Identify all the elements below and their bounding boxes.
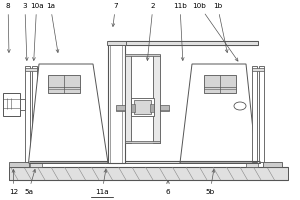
- Text: 2: 2: [146, 3, 155, 60]
- Text: 11a: 11a: [95, 170, 109, 195]
- Bar: [3, 93, 20, 116]
- Bar: [124, 55, 131, 143]
- Text: 10a: 10a: [30, 3, 44, 60]
- Bar: [108, 41, 258, 45]
- Bar: [204, 75, 236, 93]
- Text: 6: 6: [166, 181, 170, 195]
- Text: 12: 12: [9, 170, 18, 195]
- Text: 1b: 1b: [213, 3, 228, 53]
- Bar: [32, 66, 37, 162]
- Text: 11b: 11b: [173, 3, 187, 60]
- Bar: [106, 41, 126, 45]
- Polygon shape: [28, 64, 108, 163]
- Bar: [48, 75, 80, 93]
- Text: 3: 3: [22, 3, 28, 60]
- Polygon shape: [180, 64, 256, 163]
- Bar: [150, 104, 154, 112]
- Bar: [30, 163, 42, 167]
- Bar: [124, 141, 160, 143]
- Bar: [252, 68, 264, 71]
- Bar: [28, 161, 260, 163]
- Bar: [20, 99, 25, 110]
- Text: 5a: 5a: [24, 169, 36, 195]
- Text: 5b: 5b: [206, 170, 215, 195]
- Text: 8: 8: [6, 3, 10, 52]
- Bar: [124, 54, 160, 56]
- Bar: [134, 100, 151, 114]
- Bar: [116, 105, 125, 111]
- Bar: [131, 98, 154, 116]
- Bar: [108, 43, 124, 163]
- Bar: [153, 55, 160, 143]
- Circle shape: [234, 102, 246, 110]
- Text: 1a: 1a: [46, 3, 59, 52]
- Bar: [25, 66, 30, 162]
- Bar: [252, 66, 257, 162]
- Bar: [259, 66, 264, 162]
- Text: 10b: 10b: [193, 3, 238, 61]
- Text: 7: 7: [112, 3, 118, 26]
- Bar: [131, 104, 135, 112]
- Bar: [9, 167, 288, 180]
- Bar: [246, 163, 258, 167]
- Bar: [160, 105, 169, 111]
- Bar: [262, 162, 282, 167]
- Bar: [9, 162, 28, 167]
- Bar: [25, 68, 37, 71]
